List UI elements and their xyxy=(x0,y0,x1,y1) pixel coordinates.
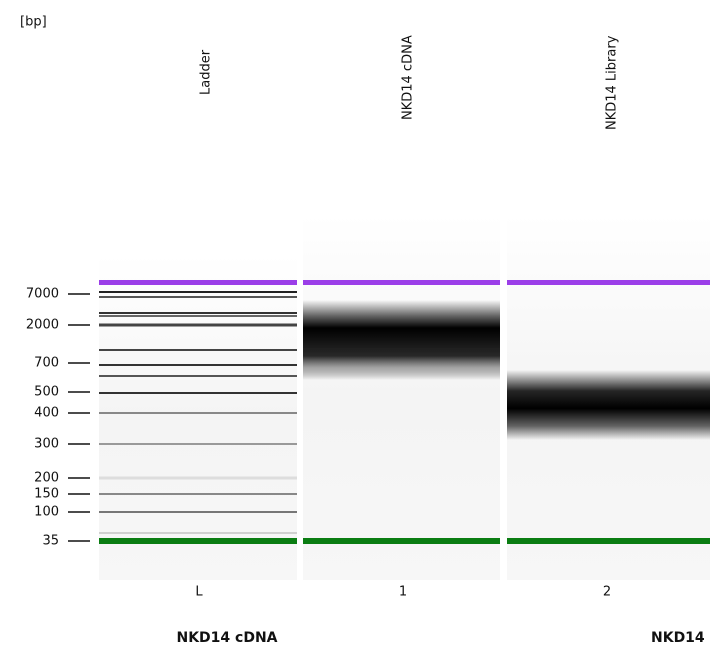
ladder-band xyxy=(99,291,297,293)
tick-label: 400 xyxy=(34,406,59,421)
lower-marker xyxy=(303,538,500,544)
lane-bg xyxy=(303,215,500,580)
ladder-band xyxy=(99,511,297,513)
upper-marker xyxy=(507,280,710,285)
tick-label: 700 xyxy=(34,356,59,371)
tick-label: 200 xyxy=(34,471,59,486)
tick-label: 35 xyxy=(42,534,59,549)
lane-bg xyxy=(99,255,297,580)
ladder-band xyxy=(99,532,297,534)
lane-number: 2 xyxy=(603,585,611,600)
ladder-band xyxy=(99,443,297,445)
ladder-band xyxy=(99,349,297,351)
lower-marker xyxy=(507,538,710,544)
ladder-band xyxy=(99,323,297,327)
tick-label: 7000 xyxy=(26,287,59,302)
ladder-bands xyxy=(99,291,297,534)
sample-label: NKD14 xyxy=(651,630,705,646)
tick-label: 300 xyxy=(34,437,59,452)
ladder-band xyxy=(99,315,297,317)
band xyxy=(303,348,500,352)
axis-unit: [bp] xyxy=(20,15,47,30)
sample-label: NKD14 cDNA xyxy=(176,630,277,646)
lane-name: Ladder xyxy=(199,49,214,95)
ladder-band xyxy=(99,375,297,377)
lane-number: L xyxy=(195,585,203,600)
upper-marker xyxy=(99,280,297,285)
ladder-band xyxy=(99,296,297,298)
tick-label: 500 xyxy=(34,385,59,400)
ladder-band xyxy=(99,364,297,366)
ladder-band xyxy=(99,412,297,414)
lane-number: 1 xyxy=(399,585,407,600)
lane-name: NKD14 cDNA xyxy=(401,35,416,120)
tick-label: 2000 xyxy=(26,318,59,333)
lower-marker xyxy=(99,538,297,544)
ladder-band xyxy=(99,312,297,314)
tick-label: 100 xyxy=(34,505,59,520)
tick-label: 150 xyxy=(34,487,59,502)
ladder-band xyxy=(99,392,297,394)
upper-marker xyxy=(303,280,500,285)
smear xyxy=(303,300,500,380)
ladder-band xyxy=(99,476,297,480)
lane-name: NKD14 Library xyxy=(605,35,620,130)
ladder-band xyxy=(99,493,297,495)
smear xyxy=(507,370,710,440)
